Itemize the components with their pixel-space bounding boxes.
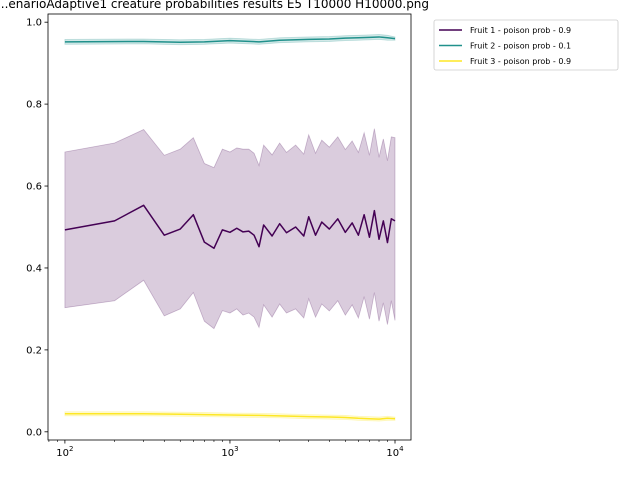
series-line-3 bbox=[64, 413, 396, 420]
y-tick-label: 0.4 bbox=[26, 263, 42, 274]
y-tick-label: 0.6 bbox=[26, 182, 42, 193]
plot-area bbox=[47, 13, 412, 441]
y-tick-label: 0.2 bbox=[26, 345, 42, 356]
legend: Fruit 1 - poison prob - 0.9 Fruit 2 - poi… bbox=[433, 19, 619, 71]
x-tick-label: 103 bbox=[221, 445, 238, 459]
x-axis: 102 103 104 bbox=[48, 440, 404, 459]
chart-title: ...enarioAdaptive1 creature probabilitie… bbox=[0, 0, 429, 11]
y-axis: 0.0 0.2 0.4 0.6 0.8 1.0 bbox=[26, 18, 48, 438]
x-tick-label: 104 bbox=[386, 445, 404, 459]
confidence-band-series-1 bbox=[64, 128, 396, 330]
confidence-bands bbox=[64, 34, 396, 422]
x-tick-label: 102 bbox=[56, 445, 73, 459]
y-tick-label: 0.0 bbox=[26, 427, 42, 438]
legend-label-3: Fruit 3 - poison prob - 0.9 bbox=[470, 57, 571, 66]
axes-frame bbox=[47, 13, 412, 441]
y-tick-label: 1.0 bbox=[26, 18, 42, 29]
confidence-band-series-2 bbox=[64, 34, 396, 46]
legend-box bbox=[433, 19, 619, 71]
legend-label-1: Fruit 1 - poison prob - 0.9 bbox=[470, 26, 571, 35]
series-line-2 bbox=[64, 36, 396, 44]
y-tick-label: 0.8 bbox=[26, 100, 42, 111]
legend-label-2: Fruit 2 - poison prob - 0.1 bbox=[470, 42, 571, 51]
series-line-1 bbox=[64, 204, 396, 250]
series-lines bbox=[64, 36, 396, 420]
